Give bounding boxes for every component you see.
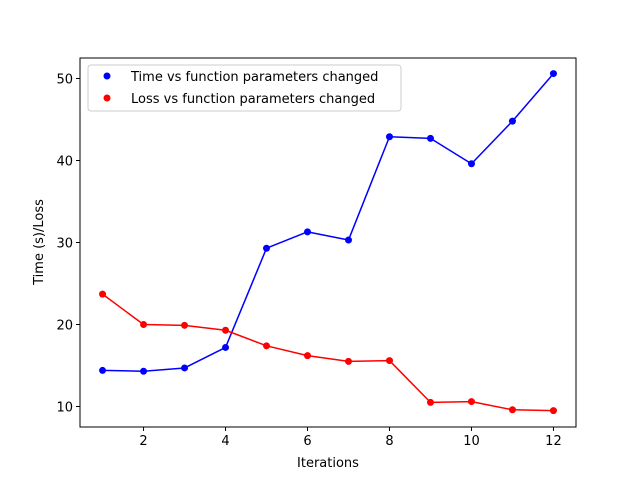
x-axis-label: Iterations bbox=[297, 456, 359, 471]
y-axis-label: Time (s)/Loss bbox=[32, 199, 47, 286]
series-line-0 bbox=[102, 73, 555, 372]
data-point-series-0 bbox=[263, 244, 271, 252]
data-point-series-0 bbox=[304, 228, 312, 236]
data-point-series-1 bbox=[181, 321, 189, 329]
data-point-series-1 bbox=[426, 398, 434, 406]
data-point-series-1 bbox=[304, 352, 312, 360]
data-point-series-0 bbox=[140, 367, 148, 375]
legend-marker-time bbox=[103, 72, 111, 80]
data-point-series-1 bbox=[467, 398, 475, 406]
y-tick-label: 10 bbox=[56, 401, 73, 416]
data-point-series-1 bbox=[222, 326, 230, 334]
x-tick-label: 4 bbox=[221, 434, 229, 449]
series-line-1 bbox=[102, 293, 554, 412]
y-tick-label: 20 bbox=[56, 319, 73, 334]
data-point-series-0 bbox=[181, 364, 189, 372]
data-point-series-0 bbox=[467, 160, 475, 168]
data-point-series-1 bbox=[508, 406, 516, 414]
legend-marker-loss bbox=[103, 94, 111, 102]
y-axis-ticks: 10 20 30 40 50 bbox=[56, 73, 80, 416]
data-point-series-1 bbox=[140, 321, 148, 328]
data-point-series-0 bbox=[344, 236, 352, 244]
data-point-series-1 bbox=[549, 407, 557, 415]
data-point-series-1 bbox=[263, 342, 271, 350]
data-point-series-0 bbox=[222, 343, 230, 351]
data-point-series-1 bbox=[344, 357, 352, 365]
data-point-series-0 bbox=[549, 70, 557, 78]
x-tick-label: 10 bbox=[463, 434, 480, 449]
data-point-series-1 bbox=[99, 290, 107, 298]
data-point-series-0 bbox=[99, 366, 107, 374]
y-tick-label: 30 bbox=[56, 237, 73, 252]
plot-area bbox=[99, 70, 557, 415]
legend-box bbox=[87, 64, 402, 112]
data-point-series-0 bbox=[508, 117, 516, 125]
x-tick-label: 2 bbox=[139, 434, 147, 449]
legend-label-loss: Loss vs function parameters changed bbox=[131, 92, 375, 107]
legend: Time vs function parameters changed Loss… bbox=[87, 64, 402, 112]
data-point-series-1 bbox=[385, 357, 393, 365]
y-tick-label: 40 bbox=[56, 155, 73, 170]
y-tick-label: 50 bbox=[56, 73, 73, 88]
legend-label-time: Time vs function parameters changed bbox=[130, 70, 378, 85]
x-tick-label: 12 bbox=[545, 434, 562, 449]
data-point-series-0 bbox=[426, 134, 434, 142]
x-tick-label: 8 bbox=[385, 434, 393, 449]
x-tick-label: 6 bbox=[303, 434, 311, 449]
x-axis-ticks: 2 4 6 8 10 12 bbox=[139, 427, 562, 449]
data-point-series-0 bbox=[385, 133, 393, 141]
